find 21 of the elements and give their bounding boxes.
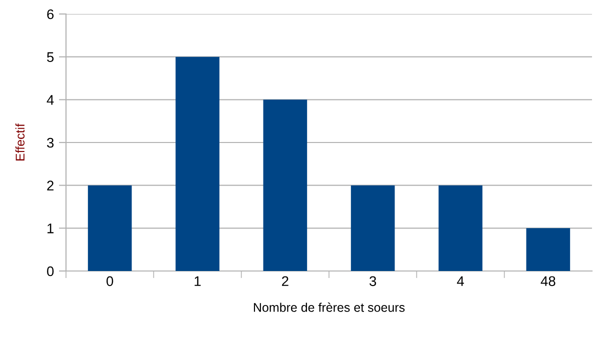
bar bbox=[176, 56, 220, 271]
x-tick-label: 4 bbox=[456, 276, 464, 286]
x-tick-label: 3 bbox=[370, 276, 376, 286]
bar bbox=[263, 100, 308, 271]
y-axis-title: Effectif bbox=[15, 123, 25, 160]
y-tick-label: 3 bbox=[47, 138, 54, 148]
y-tick-label: 1 bbox=[48, 224, 54, 234]
x-tick-label: 1 bbox=[194, 276, 201, 286]
x-tick-label: 2 bbox=[282, 276, 288, 286]
bar bbox=[526, 228, 570, 271]
y-tick-label: 4 bbox=[46, 95, 54, 105]
x-axis-title: Nombre de frères et soeurs bbox=[254, 302, 405, 312]
bar bbox=[88, 185, 132, 271]
y-tick-label: 0 bbox=[47, 266, 54, 276]
bar bbox=[438, 185, 482, 271]
y-tick-label: 2 bbox=[47, 180, 54, 190]
bar bbox=[350, 185, 395, 271]
x-tick-label: 48 bbox=[540, 276, 556, 286]
x-tick-label: 0 bbox=[106, 276, 114, 286]
y-tick-label: 6 bbox=[47, 9, 54, 20]
y-tick-label: 5 bbox=[47, 52, 54, 62]
